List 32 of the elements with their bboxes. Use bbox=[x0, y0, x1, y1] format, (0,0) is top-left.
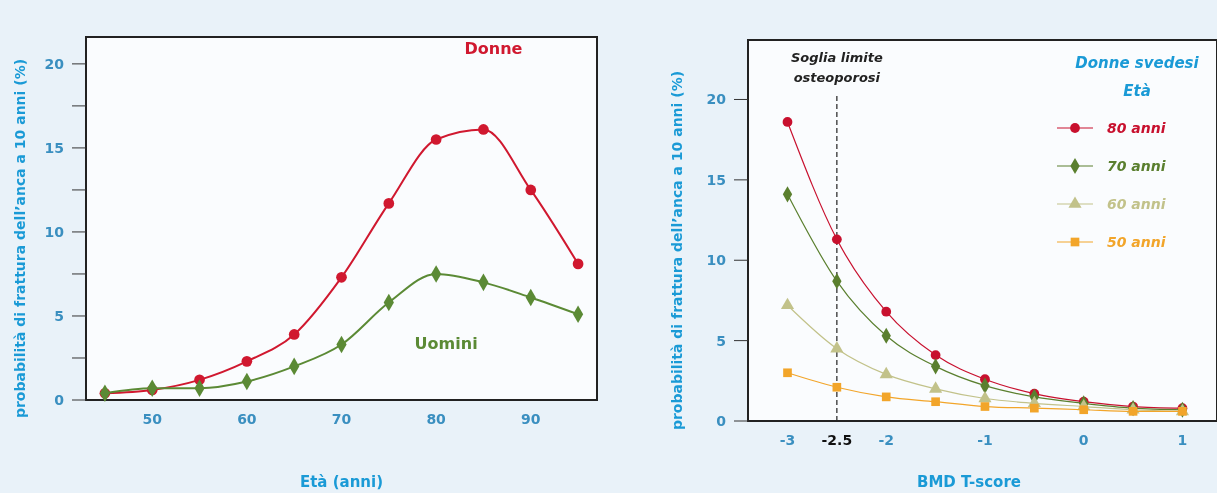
x-axis-title: BMD T-score bbox=[917, 473, 1021, 491]
x-tick-label: 60 bbox=[237, 411, 257, 427]
text: Donne bbox=[464, 39, 523, 59]
x-axis-title: Età (anni) bbox=[299, 473, 384, 491]
x-tick-label: -3 bbox=[779, 432, 796, 448]
x-tick-label: -1 bbox=[977, 432, 993, 448]
y-tick-label: 15 bbox=[706, 171, 726, 188]
y-tick-label: 0 bbox=[54, 391, 65, 408]
legend-label: 80 anni bbox=[1107, 119, 1166, 136]
y-tick-label: 20 bbox=[706, 91, 727, 108]
x-tick-label: 0 bbox=[1078, 432, 1089, 448]
ref-line-label: Soglia limite osteoporosi bbox=[790, 50, 883, 85]
x-tick-label: 1 bbox=[1177, 432, 1188, 448]
y-tick-label: 10 bbox=[44, 223, 65, 240]
x-tick-label: -2 bbox=[878, 432, 895, 448]
legend-label: 50 anni bbox=[1107, 233, 1166, 250]
y-axis-title: probabilità di frattura dell’anca a 10 anni (%) bbox=[12, 58, 28, 419]
legend-label: 70 anni bbox=[1107, 157, 1166, 174]
x-tick-label: 90 bbox=[521, 411, 541, 427]
y-axis-title: probabilità di frattura dell’anca a 10 anni (%) bbox=[669, 70, 685, 431]
x-tick-label: 80 bbox=[426, 411, 447, 427]
x-tick-label: 50 bbox=[142, 411, 163, 427]
y-tick-label: 20 bbox=[44, 55, 65, 72]
legend-label: 60 anni bbox=[1107, 195, 1166, 212]
x-tick-label: 70 bbox=[331, 411, 352, 427]
y-tick-label: 5 bbox=[716, 332, 726, 349]
y-tick-label: 5 bbox=[54, 307, 64, 324]
text: Uomini bbox=[414, 333, 478, 353]
y-tick-label: 10 bbox=[706, 252, 727, 269]
y-tick-label: 15 bbox=[44, 139, 64, 156]
legend-title: Donne svedesi Età bbox=[1075, 54, 1200, 100]
x-tick-label: -2.5 bbox=[821, 432, 853, 448]
